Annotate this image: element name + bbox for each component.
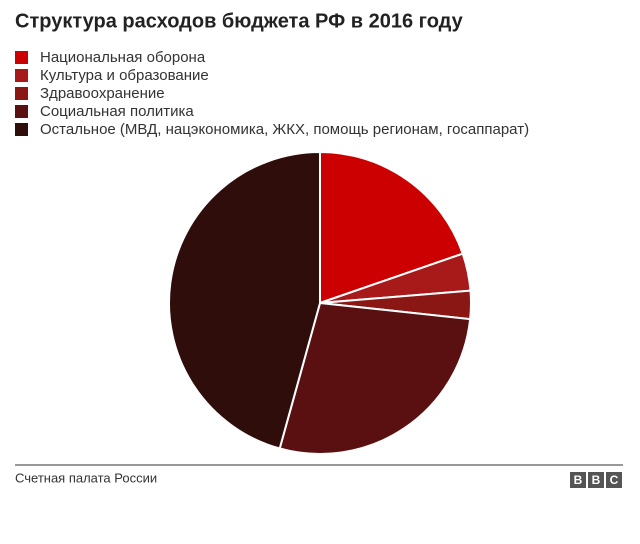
legend-swatch — [15, 123, 28, 136]
logo-box — [606, 472, 622, 488]
source: Счетная палата России — [15, 470, 157, 485]
legend-swatch — [15, 51, 28, 64]
legend-label: Остальное (МВД, нацэкономика, ЖКХ, помощ… — [40, 121, 529, 138]
legend-label: Социальная политика — [40, 103, 194, 120]
legend-swatch — [15, 69, 28, 82]
logo-box — [588, 472, 604, 488]
legend-label: Национальная оборона — [40, 49, 206, 66]
pie-slice — [278, 301, 472, 455]
legend-swatch — [15, 87, 28, 100]
chart-title: Структура расходов бюджета РФ в 2016 год… — [15, 10, 464, 32]
logo-box — [570, 472, 586, 488]
logo-letter: B — [592, 473, 601, 487]
legend-label: Культура и образование — [40, 67, 209, 84]
logo-letter: C — [610, 473, 619, 487]
pie-slice — [168, 150, 321, 450]
legend-label: Здравоохранение — [40, 85, 165, 102]
logo-letter: B — [574, 473, 583, 487]
legend-swatch — [15, 105, 28, 118]
